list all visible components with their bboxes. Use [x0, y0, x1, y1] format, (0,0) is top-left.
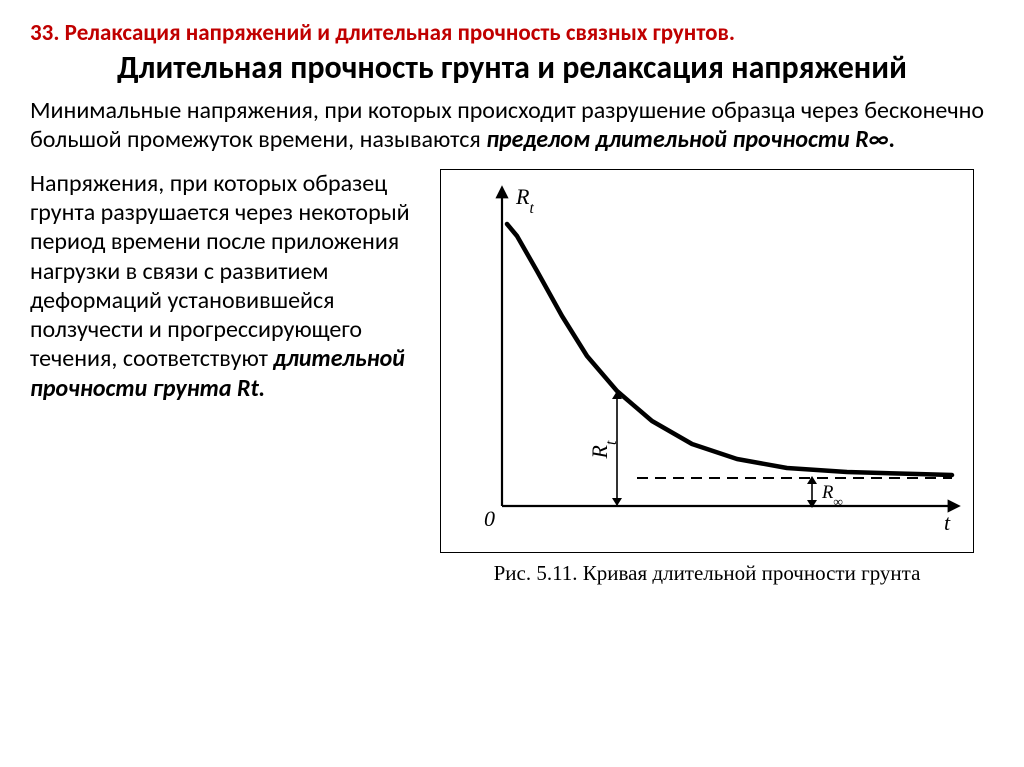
definition-paragraph-1: Минимальные напряжения, при которых прои… — [30, 97, 994, 155]
page-title: Длительная прочность грунта и релаксация… — [30, 50, 994, 87]
para1-text-b: пределом длительной прочности R∞. — [486, 125, 895, 154]
chart-frame: Rt 0 t Rt R∞ — [440, 169, 974, 553]
strength-curve-chart: Rt 0 t Rt R∞ — [447, 176, 967, 546]
topic-heading: 33. Релаксация напряжений и длительная п… — [30, 20, 994, 46]
figure-caption: Рис. 5.11. Кривая длительной прочности г… — [494, 561, 921, 585]
svg-text:Rt: Rt — [587, 440, 620, 459]
svg-text:Rt: Rt — [515, 184, 534, 217]
definition-paragraph-2: Напряжения, при которых образец грунта р… — [30, 169, 420, 403]
para2-text-a: Напряжения, при которых образец грунта р… — [30, 169, 410, 374]
svg-text:0: 0 — [484, 506, 495, 531]
svg-text:R∞: R∞ — [821, 482, 843, 509]
svg-text:t: t — [944, 510, 951, 535]
